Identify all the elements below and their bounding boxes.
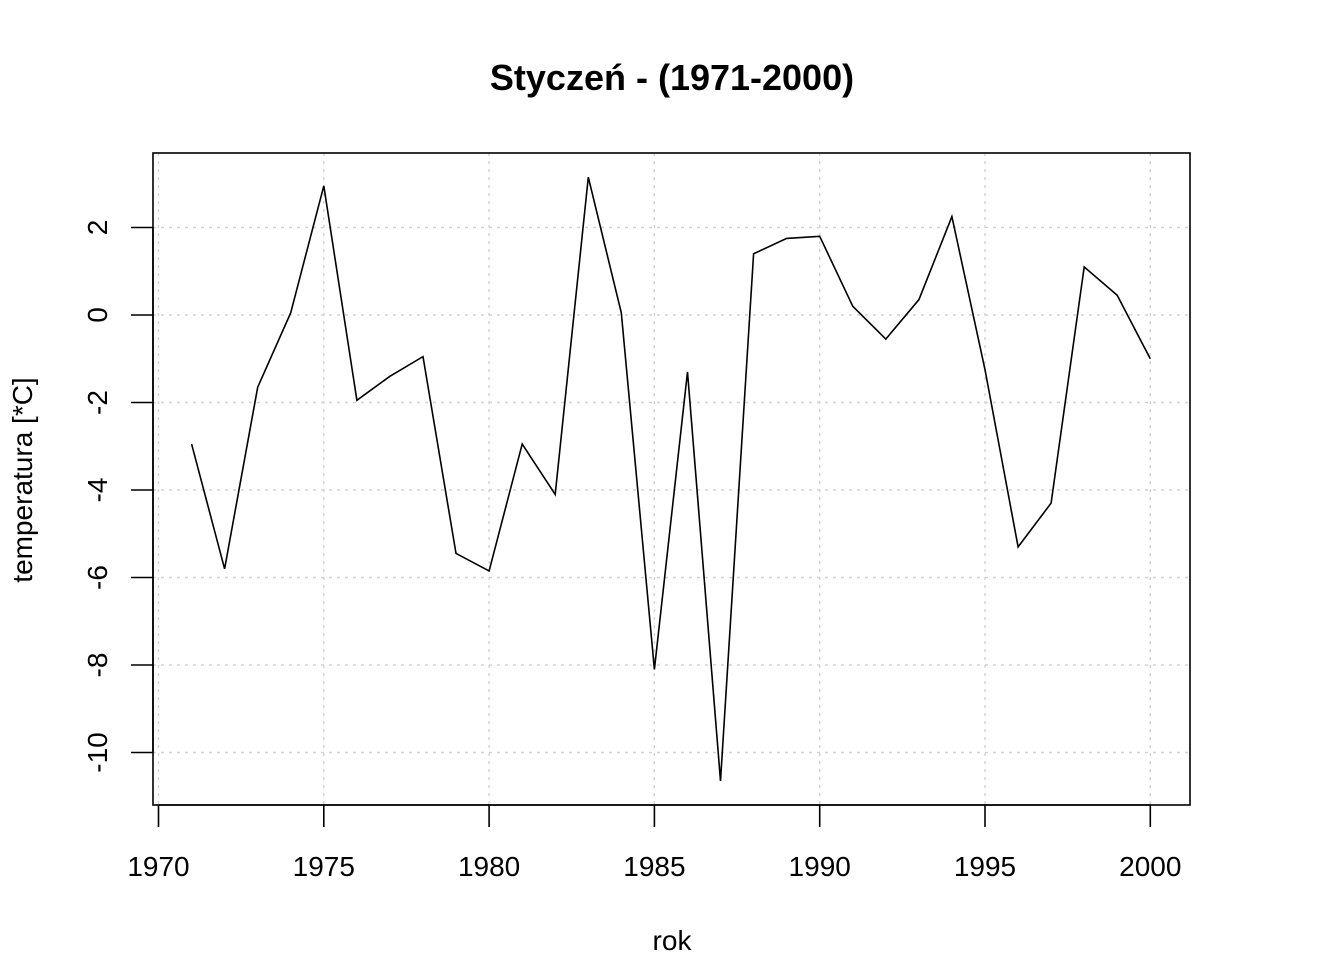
x-tick-label: 1980 xyxy=(458,851,520,882)
data-point xyxy=(950,215,954,219)
chart-title: Styczeń - (1971-2000) xyxy=(490,57,854,98)
data-point xyxy=(289,311,293,315)
data-point xyxy=(190,442,194,446)
y-tick-label: -4 xyxy=(82,478,113,503)
x-tick-label: 1990 xyxy=(789,851,851,882)
data-point xyxy=(421,355,425,359)
series-line xyxy=(190,177,1152,781)
plot-frame xyxy=(152,152,1191,806)
data-point xyxy=(1148,357,1152,361)
data-point xyxy=(983,368,987,372)
data-point xyxy=(454,551,458,555)
data-point xyxy=(586,175,590,179)
y-tick-label: -10 xyxy=(82,732,113,772)
data-point xyxy=(1049,501,1053,505)
x-tick-label: 1970 xyxy=(127,851,189,882)
y-tick-label: 2 xyxy=(82,220,113,236)
data-point xyxy=(652,667,656,671)
grid xyxy=(153,153,1190,805)
data-point xyxy=(520,442,524,446)
data-point xyxy=(553,492,557,496)
x-tick-label: 1985 xyxy=(623,851,685,882)
data-point xyxy=(785,236,789,240)
x-tick-label: 1995 xyxy=(954,851,1016,882)
x-tick-label: 2000 xyxy=(1119,851,1181,882)
y-tick-label: -2 xyxy=(82,390,113,415)
data-point xyxy=(818,234,822,238)
data-point xyxy=(355,398,359,402)
y-tick-label: -8 xyxy=(82,653,113,678)
y-axis-label: temperatura [*C] xyxy=(7,377,38,582)
data-point xyxy=(256,385,260,389)
y-axis: -10 -8 -6 -4 -2 0 2 xyxy=(82,220,154,773)
y-tick-label: -6 xyxy=(82,565,113,590)
data-point xyxy=(223,567,227,571)
data-point xyxy=(917,298,921,302)
y-tick-label: 0 xyxy=(82,307,113,323)
x-tick-label: 1975 xyxy=(293,851,355,882)
x-axis-label: rok xyxy=(653,925,693,956)
data-point xyxy=(752,252,756,256)
data-point xyxy=(619,311,623,315)
x-axis: 1970 1975 1980 1985 1990 1995 2000 xyxy=(127,804,1181,882)
data-point xyxy=(322,184,326,188)
data-point xyxy=(686,370,690,374)
data-point xyxy=(719,779,723,783)
data-point xyxy=(1115,293,1119,297)
data-point xyxy=(388,374,392,378)
data-point xyxy=(1016,545,1020,549)
data-points xyxy=(190,175,1153,783)
data-point xyxy=(1082,265,1086,269)
data-point xyxy=(884,337,888,341)
data-point xyxy=(487,569,491,573)
data-point xyxy=(851,304,855,308)
